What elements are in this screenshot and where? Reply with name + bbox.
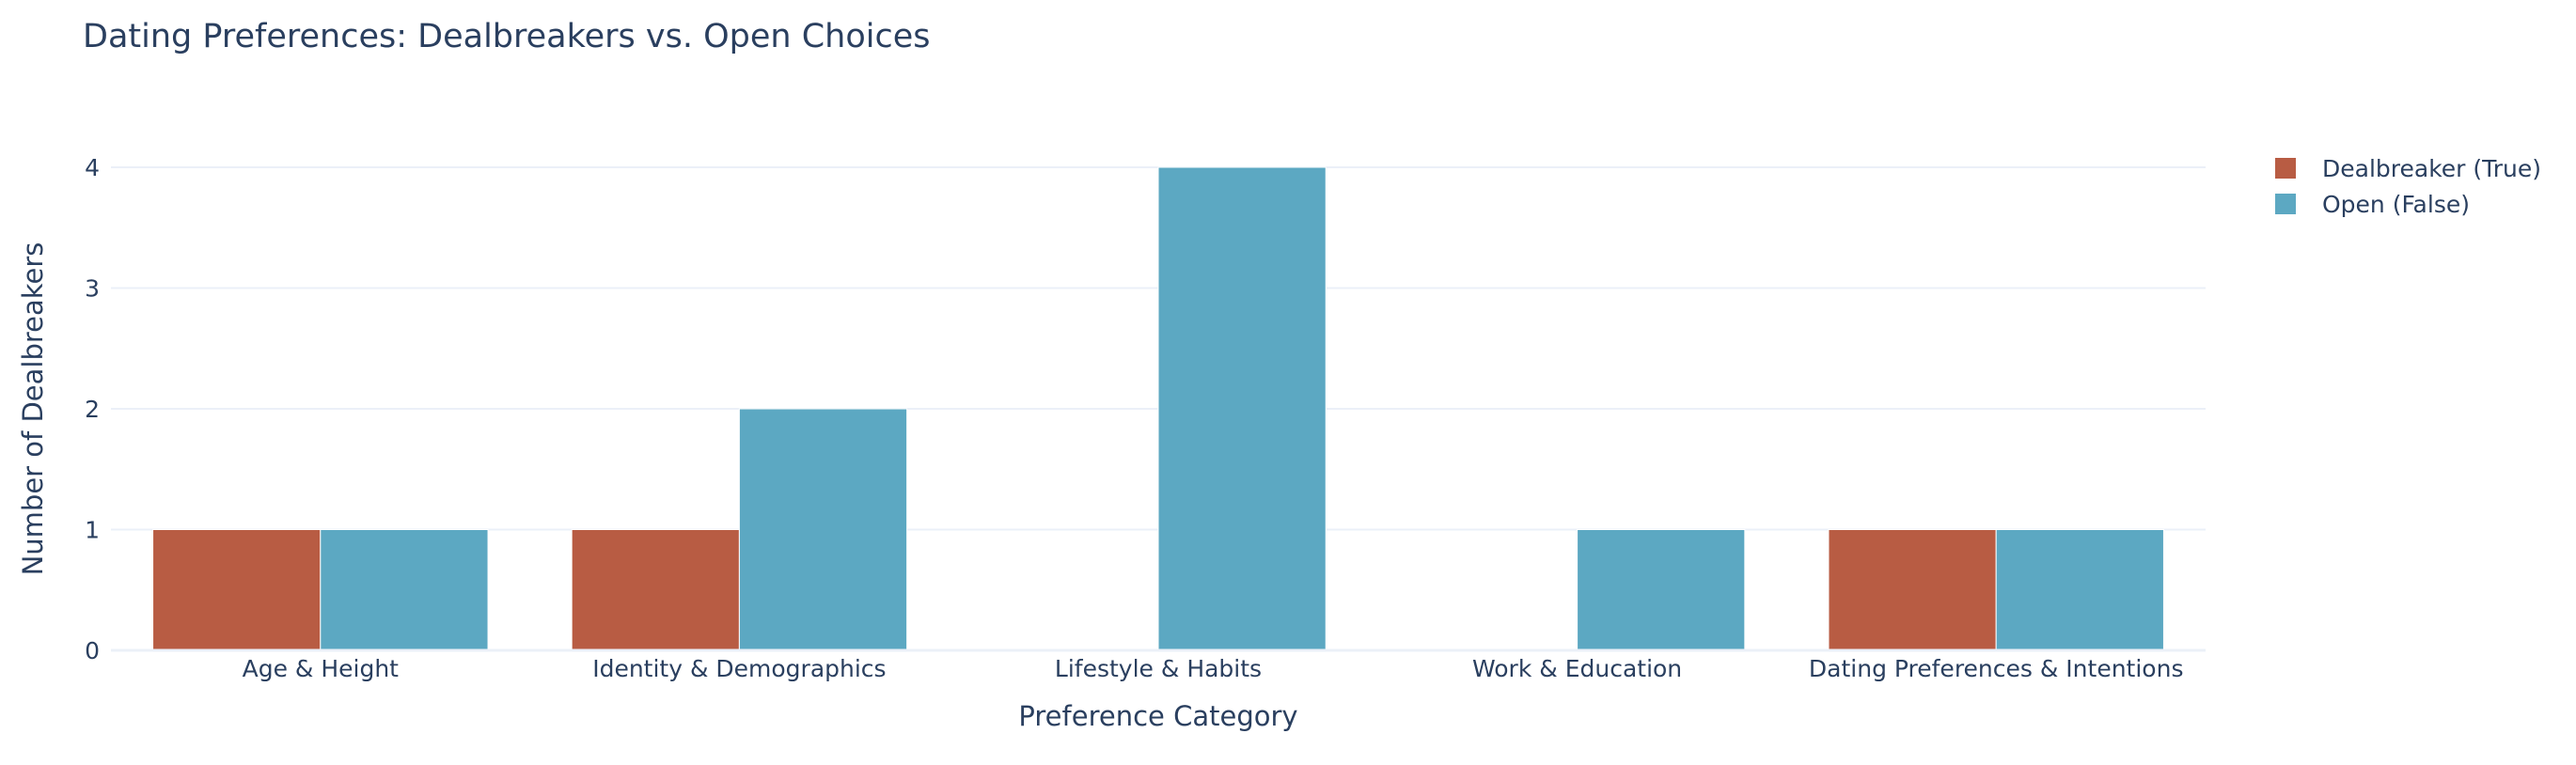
legend-swatch <box>2275 194 2296 214</box>
y-tick-label: 3 <box>85 275 100 303</box>
axes: 0 1 2 3 4 Age & Height Identity & Demographics… <box>85 154 2206 682</box>
x-axis-title: Preference Category <box>1018 700 1297 732</box>
legend-label: Dealbreaker (True) <box>2322 155 2541 182</box>
y-tick-label: 1 <box>85 517 100 544</box>
legend-label: Open (False) <box>2322 191 2470 218</box>
bar <box>1157 166 1327 651</box>
y-axis-title: Number of Dealbreakers <box>17 242 49 576</box>
bar <box>1577 529 1746 651</box>
legend-swatch <box>2275 158 2296 179</box>
legend: Dealbreaker (True) Open (False) <box>2275 155 2541 218</box>
y-tick-label: 2 <box>85 396 100 423</box>
bar <box>1828 529 1997 651</box>
bar <box>320 529 489 651</box>
bar <box>738 408 908 651</box>
x-tick-label: Lifestyle & Habits <box>1055 655 1262 682</box>
bars <box>152 166 2164 651</box>
x-tick-label: Identity & Demographics <box>592 655 886 682</box>
bar <box>152 529 322 651</box>
y-tick-label: 0 <box>85 637 100 664</box>
bar <box>571 529 740 651</box>
x-tick-label: Age & Height <box>243 655 400 682</box>
y-tick-label: 4 <box>85 154 100 181</box>
x-tick-label: Work & Education <box>1472 655 1682 682</box>
bar <box>1995 529 2164 651</box>
chart-title: Dating Preferences: Dealbreakers vs. Ope… <box>83 18 931 55</box>
x-tick-label: Dating Preferences & Intentions <box>1809 655 2184 682</box>
